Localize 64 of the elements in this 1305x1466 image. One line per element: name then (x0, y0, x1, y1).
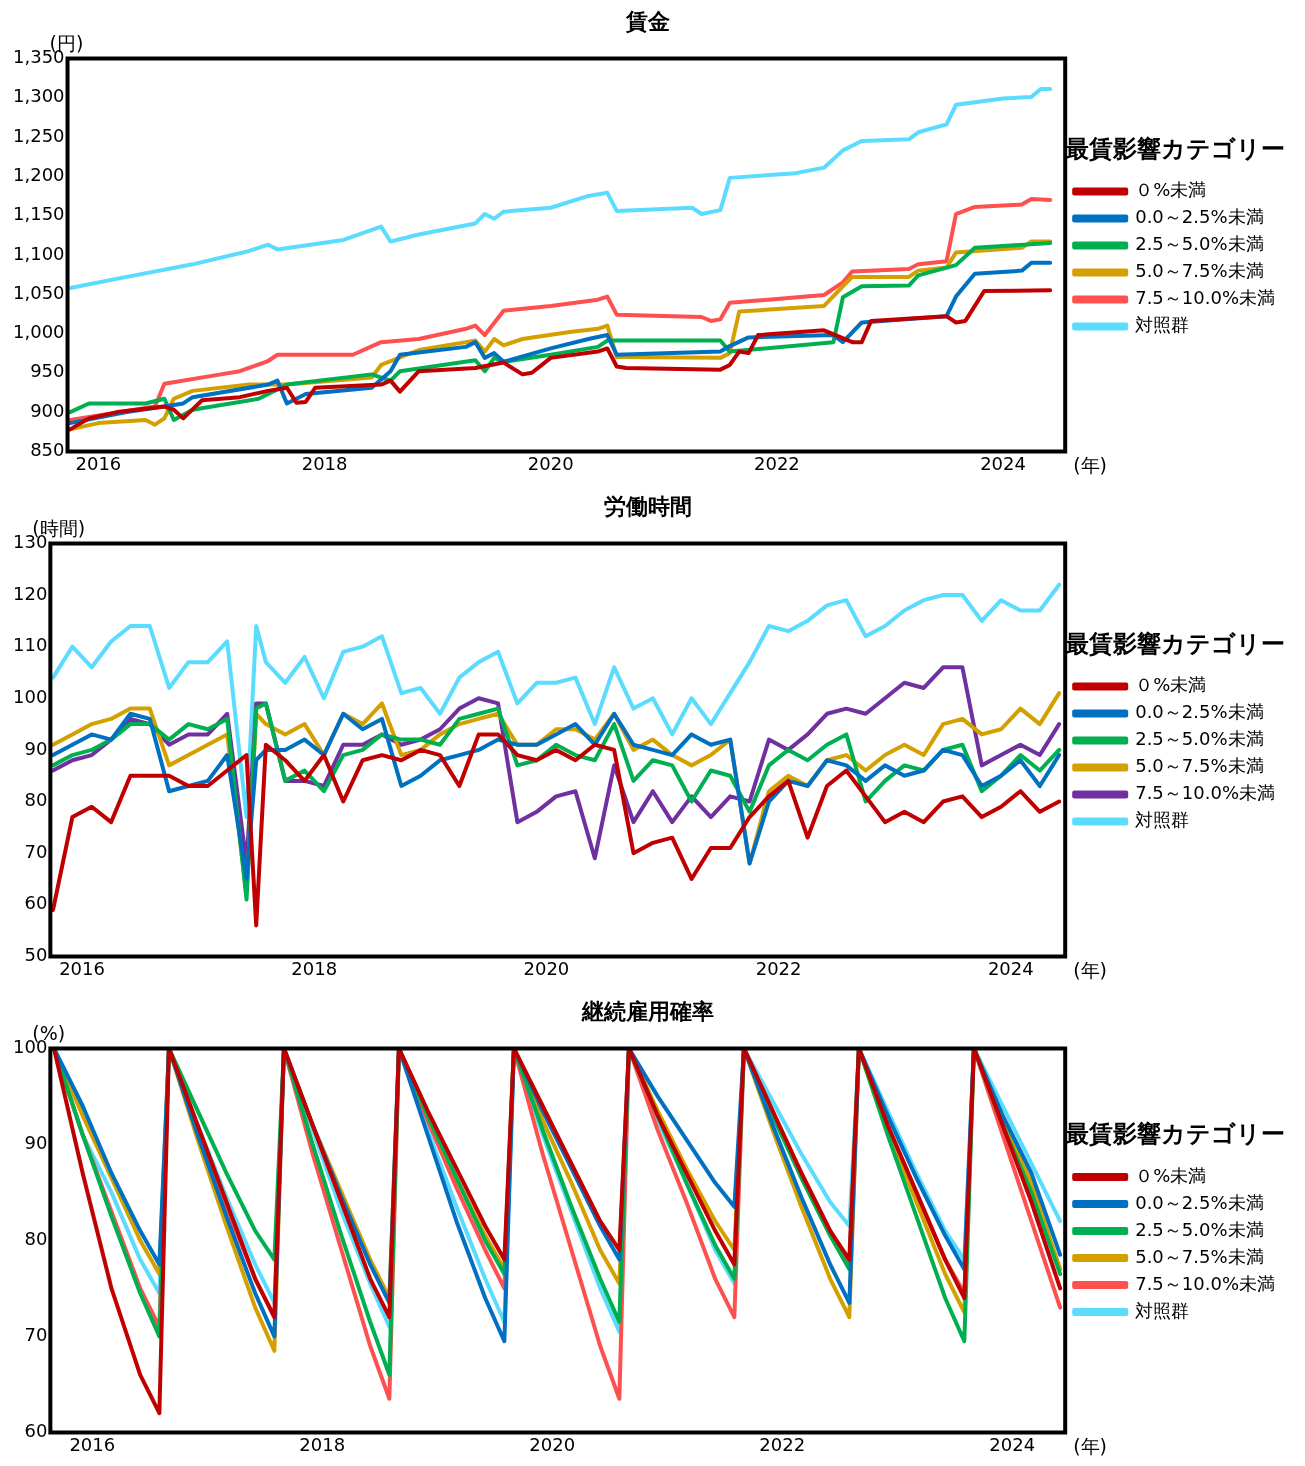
legend-label: ０%未満 (1135, 674, 1207, 696)
y-tick-label: 70 (24, 1324, 48, 1346)
x-tick-label: 2024 (980, 452, 1026, 474)
y-tick-label: 60 (24, 892, 48, 914)
x-tick-label: 2020 (523, 957, 570, 979)
legend-label: 7.5～10.0%未満 (1135, 782, 1275, 804)
legend-label: 5.0～7.5%未満 (1135, 260, 1264, 282)
y-tick-label: 90 (24, 737, 48, 759)
legend-label: ０%未満 (1135, 179, 1207, 201)
legend-label: 2.5～5.0%未満 (1135, 1218, 1264, 1240)
legend-label: 7.5～10.0%未満 (1135, 1272, 1275, 1294)
y-tick-label: 1,100 (13, 242, 65, 264)
y-tick-label: 850 (30, 439, 65, 461)
x-tick-label: 2024 (987, 957, 1034, 979)
legend-label: 0.0～2.5%未満 (1135, 1191, 1264, 1213)
x-tick-label: 2022 (759, 1433, 806, 1455)
legend-title: 最賃影響カテゴリー (1064, 629, 1286, 658)
x-tick-label: 2018 (291, 957, 338, 979)
y-tick-label: 950 (30, 360, 65, 382)
y-tick-label: 120 (13, 582, 48, 604)
y-tick-label: 900 (30, 399, 65, 421)
chart-title: 賃金 (624, 8, 670, 34)
legend-label: 0.0～2.5%未満 (1135, 206, 1264, 228)
y-tick-label: 1,050 (13, 281, 65, 303)
y-tick-label: 110 (13, 634, 48, 656)
x-tick-label: 2022 (754, 452, 800, 474)
legend-label: 対照群 (1135, 314, 1190, 336)
x-tick-label: 2018 (301, 452, 348, 474)
x-tick-label: 2016 (75, 452, 122, 474)
y-tick-label: 70 (24, 840, 48, 862)
y-tick-label: 1,300 (13, 85, 65, 107)
y-tick-label: 1,150 (13, 203, 65, 225)
y-tick-label: 1,250 (13, 124, 65, 146)
legend-label: ０%未満 (1135, 1164, 1207, 1186)
legend-label: 7.5～10.0%未満 (1135, 287, 1275, 309)
legend-label: 対照群 (1135, 1299, 1190, 1321)
y-tick-label: 80 (24, 789, 48, 811)
y-tick-label: 1,000 (13, 321, 65, 343)
x-axis-title: (年) (1073, 453, 1108, 476)
legend-label: 2.5～5.0%未満 (1135, 233, 1264, 255)
y-tick-label: 90 (24, 1132, 48, 1154)
x-tick-label: 2024 (989, 1433, 1036, 1455)
legend-title: 最賃影響カテゴリー (1064, 134, 1286, 163)
legend-label: 対照群 (1135, 809, 1190, 831)
chart-title: 継続雇用確率 (580, 998, 714, 1024)
x-tick-label: 2016 (69, 1433, 116, 1455)
legend-title: 最賃影響カテゴリー (1064, 1120, 1286, 1149)
legend-label: 5.0～7.5%未満 (1135, 1245, 1264, 1267)
y-tick-label: 60 (24, 1420, 48, 1442)
chart-title: 労働時間 (603, 493, 692, 519)
x-axis-title: (年) (1073, 1434, 1108, 1457)
legend-label: 5.0～7.5%未満 (1135, 755, 1264, 777)
legend-label: 0.0～2.5%未満 (1135, 701, 1264, 723)
x-tick-label: 2022 (755, 957, 802, 979)
y-tick-label: 1,200 (13, 163, 65, 185)
y-tick-label: 50 (24, 944, 48, 966)
y-tick-label: 100 (13, 685, 48, 707)
x-tick-label: 2020 (529, 1433, 576, 1455)
x-axis-title: (年) (1073, 958, 1108, 981)
legend-label: 2.5～5.0%未満 (1135, 728, 1264, 750)
y-tick-label: 80 (24, 1228, 48, 1250)
x-tick-label: 2016 (59, 957, 105, 979)
x-tick-label: 2018 (299, 1433, 346, 1455)
x-tick-label: 2020 (527, 452, 574, 474)
